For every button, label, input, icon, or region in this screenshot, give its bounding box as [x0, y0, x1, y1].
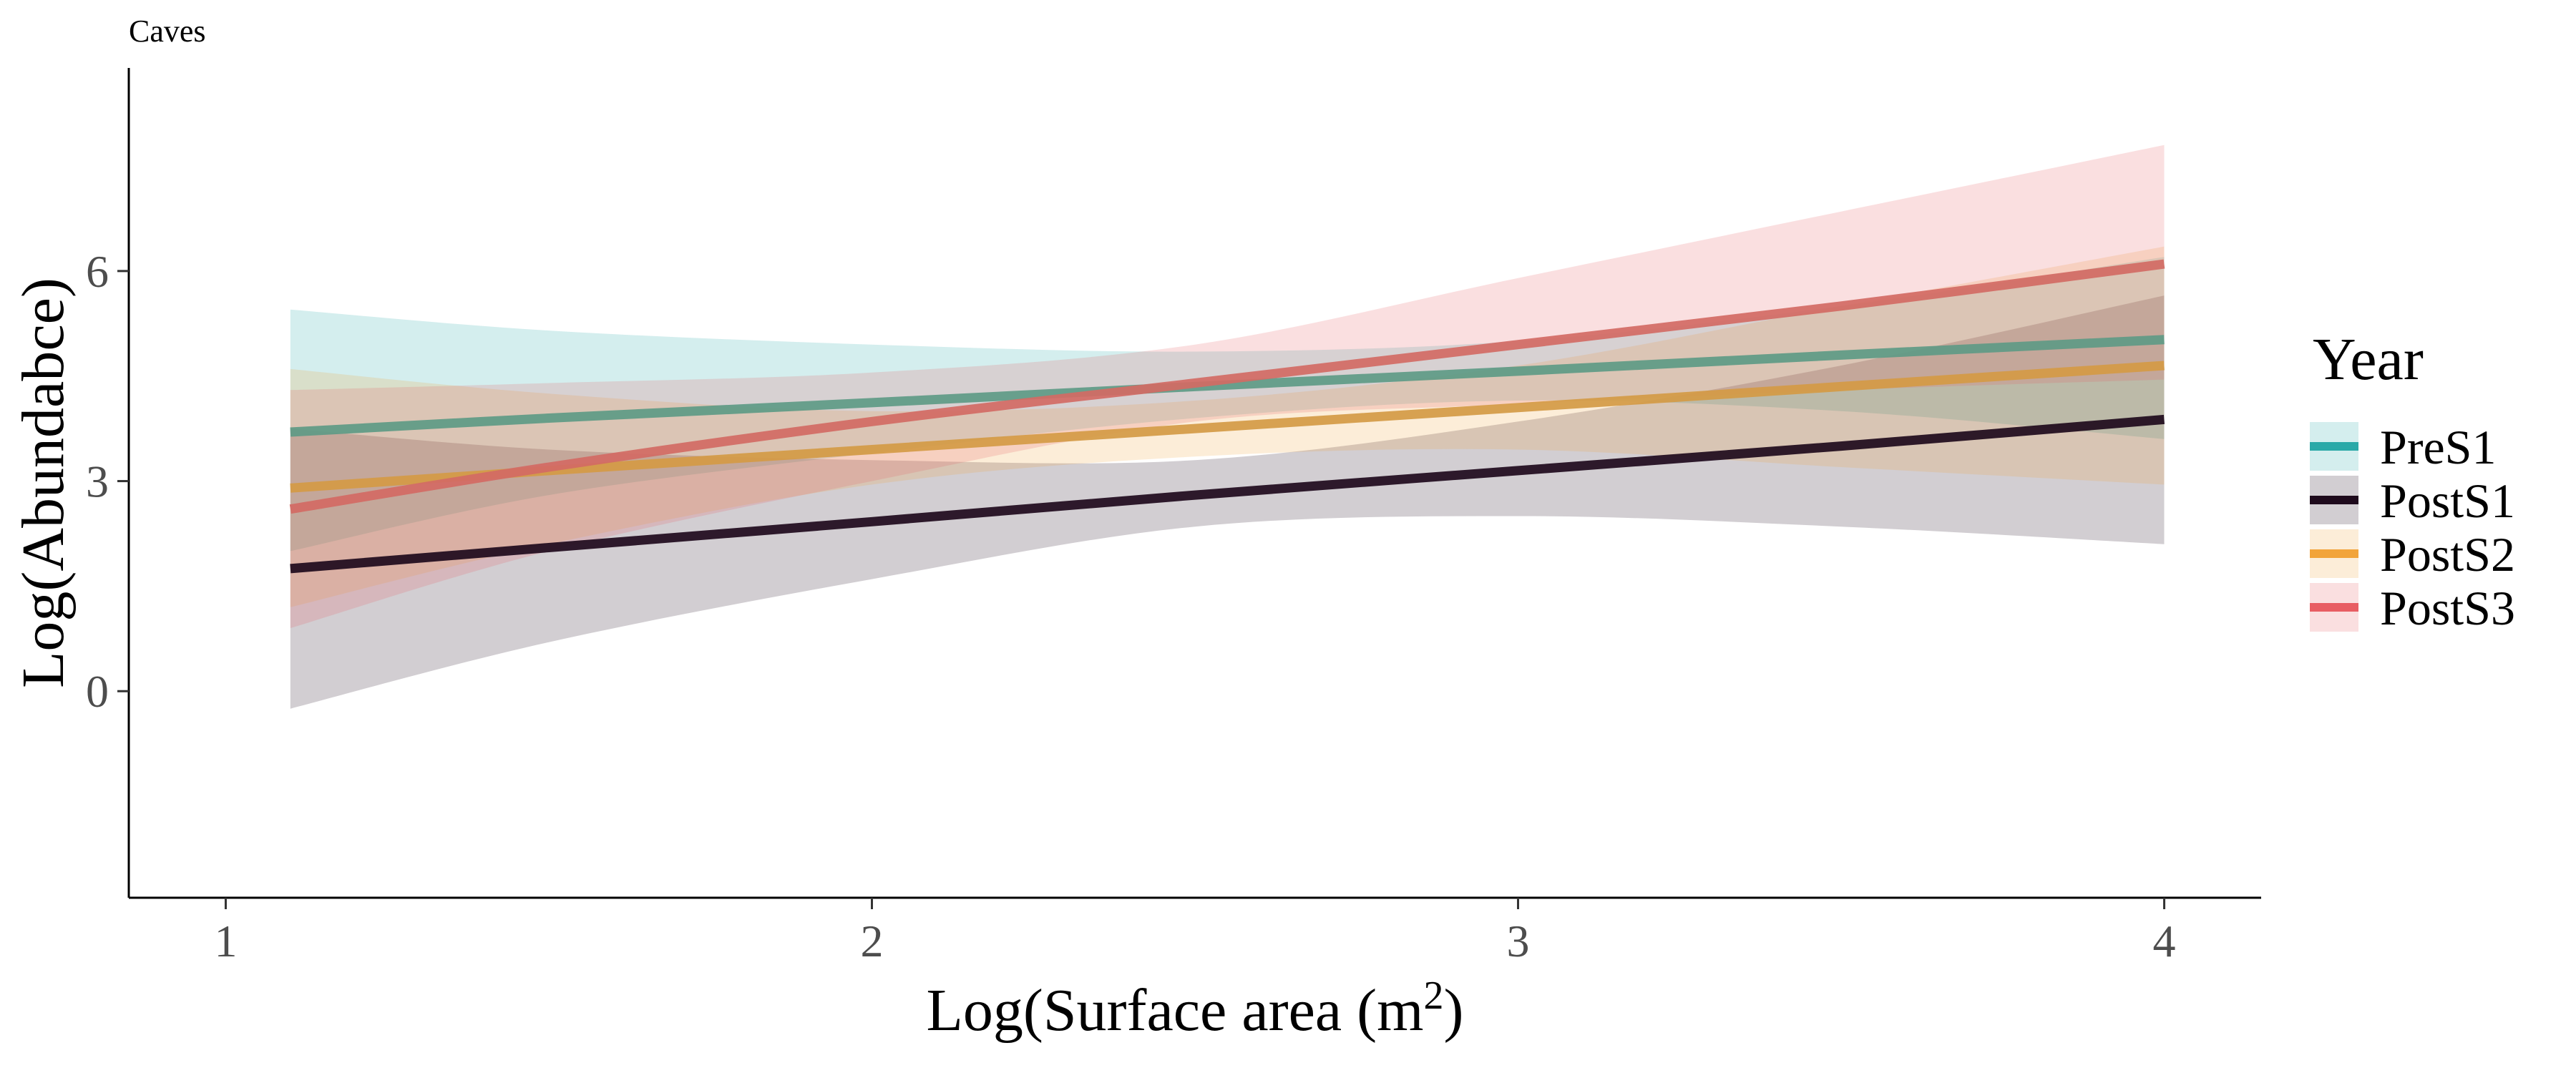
x-tick-label: 4: [2153, 916, 2176, 966]
y-tick-label: 3: [86, 456, 109, 507]
legend-label-posts3: PostS3: [2380, 581, 2515, 635]
line-posts1: [290, 414, 2165, 574]
x-axis-title-superscript: 2: [1423, 974, 1443, 1018]
chart-title: Caves: [129, 14, 206, 49]
y-tick-label: 0: [86, 666, 109, 717]
legend-label-posts1: PostS1: [2380, 474, 2515, 528]
x-axis-ticks: 1 2 3 4: [214, 898, 2176, 966]
x-axis-title-main: Log(Surface area (m: [927, 977, 1424, 1044]
series-lines: [289, 259, 2165, 574]
x-tick-label: 3: [1507, 916, 1530, 966]
legend-title: Year: [2313, 326, 2424, 393]
y-axis-title: Log(Abundabce): [10, 278, 77, 688]
band-pres1: [290, 257, 2165, 552]
x-tick-label: 2: [860, 916, 883, 966]
x-axis-title-suffix: ): [1443, 977, 1463, 1044]
y-tick-label: 6: [86, 246, 109, 297]
x-axis-title: Log(Surface area (m2): [927, 974, 1464, 1044]
x-tick-label: 1: [214, 916, 237, 966]
legend-label-pres1: PreS1: [2380, 420, 2496, 474]
y-axis-ticks: 0 3 6: [86, 246, 129, 717]
line-posts3: [289, 259, 2165, 514]
legend-label-posts2: PostS2: [2380, 527, 2515, 582]
